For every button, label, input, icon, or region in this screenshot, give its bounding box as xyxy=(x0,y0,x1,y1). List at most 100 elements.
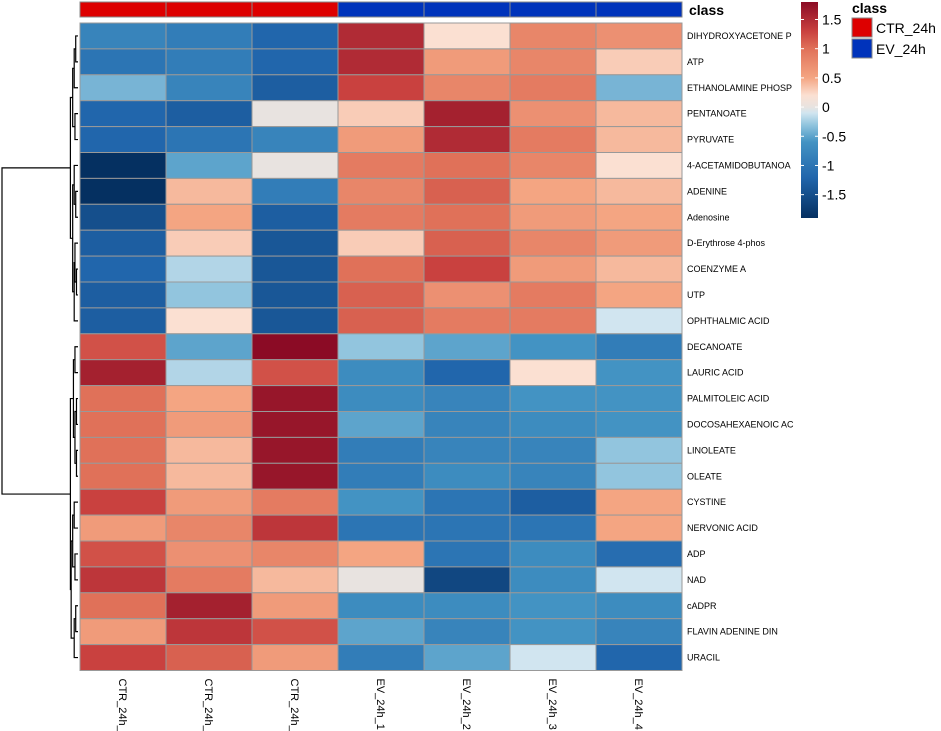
heatmap-cell xyxy=(595,644,683,671)
heatmap-cell xyxy=(595,100,683,128)
column-label: CTR_24h_4 xyxy=(288,679,300,731)
class-legend-title: class xyxy=(852,0,887,16)
heatmap-cell xyxy=(509,592,597,620)
heatmap-cell xyxy=(337,540,425,568)
row-label: OPHTHALMIC ACID xyxy=(687,316,770,326)
heatmap-cell xyxy=(337,436,425,464)
row-label: PYRUVATE xyxy=(687,135,734,145)
heatmap-cell xyxy=(79,359,167,387)
legend-tick-label: -0.5 xyxy=(822,128,846,144)
row-label: PENTANOATE xyxy=(687,109,747,119)
heatmap-cell xyxy=(595,514,683,542)
heatmap-cell xyxy=(251,100,339,128)
class-annotation-bar xyxy=(79,1,683,18)
heatmap-cell xyxy=(251,177,339,205)
row-label: OLEATE xyxy=(687,471,722,481)
heatmap-cell xyxy=(251,462,339,490)
heatmap-cell xyxy=(79,48,167,76)
heatmap-cell xyxy=(595,203,683,231)
heatmap-cell xyxy=(337,229,425,257)
heatmap-cell xyxy=(595,255,683,283)
class-annotation-cell xyxy=(337,1,425,18)
heatmap-cell xyxy=(165,126,253,153)
heatmap-cell xyxy=(423,152,511,179)
heatmap-cell xyxy=(251,385,339,413)
heatmap-cell xyxy=(79,255,167,283)
row-label: LINOLEATE xyxy=(687,445,736,455)
dendrogram-branch xyxy=(75,35,78,63)
heatmap-cell xyxy=(337,255,425,283)
heatmap-cell xyxy=(79,644,167,671)
row-label: NERVONIC ACID xyxy=(687,523,758,533)
heatmap-cell xyxy=(79,177,167,205)
dendrogram-branch xyxy=(75,449,78,477)
row-label: URACIL xyxy=(687,653,720,663)
heatmap-cell xyxy=(165,307,253,335)
color-legend: 1.5 1 0.5 0 -0.5 -1 -1.5 xyxy=(801,2,846,218)
heatmap-cell xyxy=(423,333,511,361)
heatmap-cell xyxy=(595,333,683,361)
heatmap-cell xyxy=(251,644,339,671)
heatmap-cell xyxy=(423,255,511,283)
heatmap-cell xyxy=(595,488,683,516)
heatmap-cell xyxy=(165,411,253,438)
heatmap-cell xyxy=(423,281,511,309)
dendrogram-branch xyxy=(75,397,78,426)
heatmap-cell xyxy=(79,592,167,620)
heatmap-cell xyxy=(423,177,511,205)
heatmap-cell xyxy=(165,100,253,128)
heatmap-cell xyxy=(595,359,683,387)
class-annotation-cell xyxy=(423,1,511,18)
heatmap-cells xyxy=(79,22,683,671)
heatmap-cell xyxy=(251,540,339,568)
column-labels: CTR_24h_1 CTR_24h_3 CTR_24h_4 EV_24h_1 EV_24… xyxy=(116,679,644,731)
heatmap-cell xyxy=(79,566,167,594)
dendrogram-branch xyxy=(74,113,78,141)
legend-tick-label: -1.5 xyxy=(822,187,846,203)
heatmap-cell xyxy=(509,566,597,594)
heatmap-cell xyxy=(79,152,167,179)
heatmap-cell xyxy=(509,436,597,464)
row-label: D-Erythrose 4-phos xyxy=(687,238,766,248)
heatmap-cell xyxy=(165,152,253,179)
heatmap-cell xyxy=(79,307,167,335)
heatmap-cell xyxy=(337,177,425,205)
row-labels: DIHYDROXYACETONE P ATP ETHANOLAMINE PHOSP P… xyxy=(687,31,794,663)
row-label: ADENINE xyxy=(687,186,727,196)
heatmap-cell xyxy=(509,385,597,413)
heatmap-cell xyxy=(165,540,253,568)
heatmap-cell xyxy=(509,462,597,490)
heatmap-cell xyxy=(251,566,339,594)
heatmap-cell xyxy=(337,307,425,335)
heatmap-cell xyxy=(595,618,683,646)
heatmap-cell xyxy=(509,488,597,516)
heatmap-cell xyxy=(337,152,425,179)
heatmap-cell xyxy=(79,411,167,438)
heatmap-cell xyxy=(509,644,597,671)
legend-tick-label: 0.5 xyxy=(822,70,842,86)
heatmap-cell xyxy=(423,307,511,335)
heatmap-cell xyxy=(595,566,683,594)
dendrogram-branch xyxy=(75,605,78,633)
heatmap-cell xyxy=(79,385,167,413)
heatmap-cell xyxy=(79,74,167,102)
heatmap-cell xyxy=(251,203,339,231)
heatmap-cell xyxy=(251,514,339,542)
dendrogram-branch xyxy=(75,190,78,218)
class-legend: class CTR_24h EV_24h xyxy=(851,0,936,59)
heatmap-cell xyxy=(509,126,597,153)
row-dendrogram xyxy=(1,35,78,659)
heatmap-cell xyxy=(595,281,683,309)
column-label: CTR_24h_1 xyxy=(116,679,128,731)
heatmap-cell xyxy=(165,359,253,387)
heatmap-cell xyxy=(423,411,511,438)
column-label: EV_24h_1 xyxy=(374,679,386,730)
heatmap-cell xyxy=(509,333,597,361)
heatmap-cell xyxy=(337,74,425,102)
heatmap-cell xyxy=(251,126,339,153)
heatmap-cell xyxy=(595,152,683,179)
heatmap-cell xyxy=(423,126,511,153)
row-label: PALMITOLEIC ACID xyxy=(687,394,770,404)
heatmap-cell xyxy=(337,333,425,361)
